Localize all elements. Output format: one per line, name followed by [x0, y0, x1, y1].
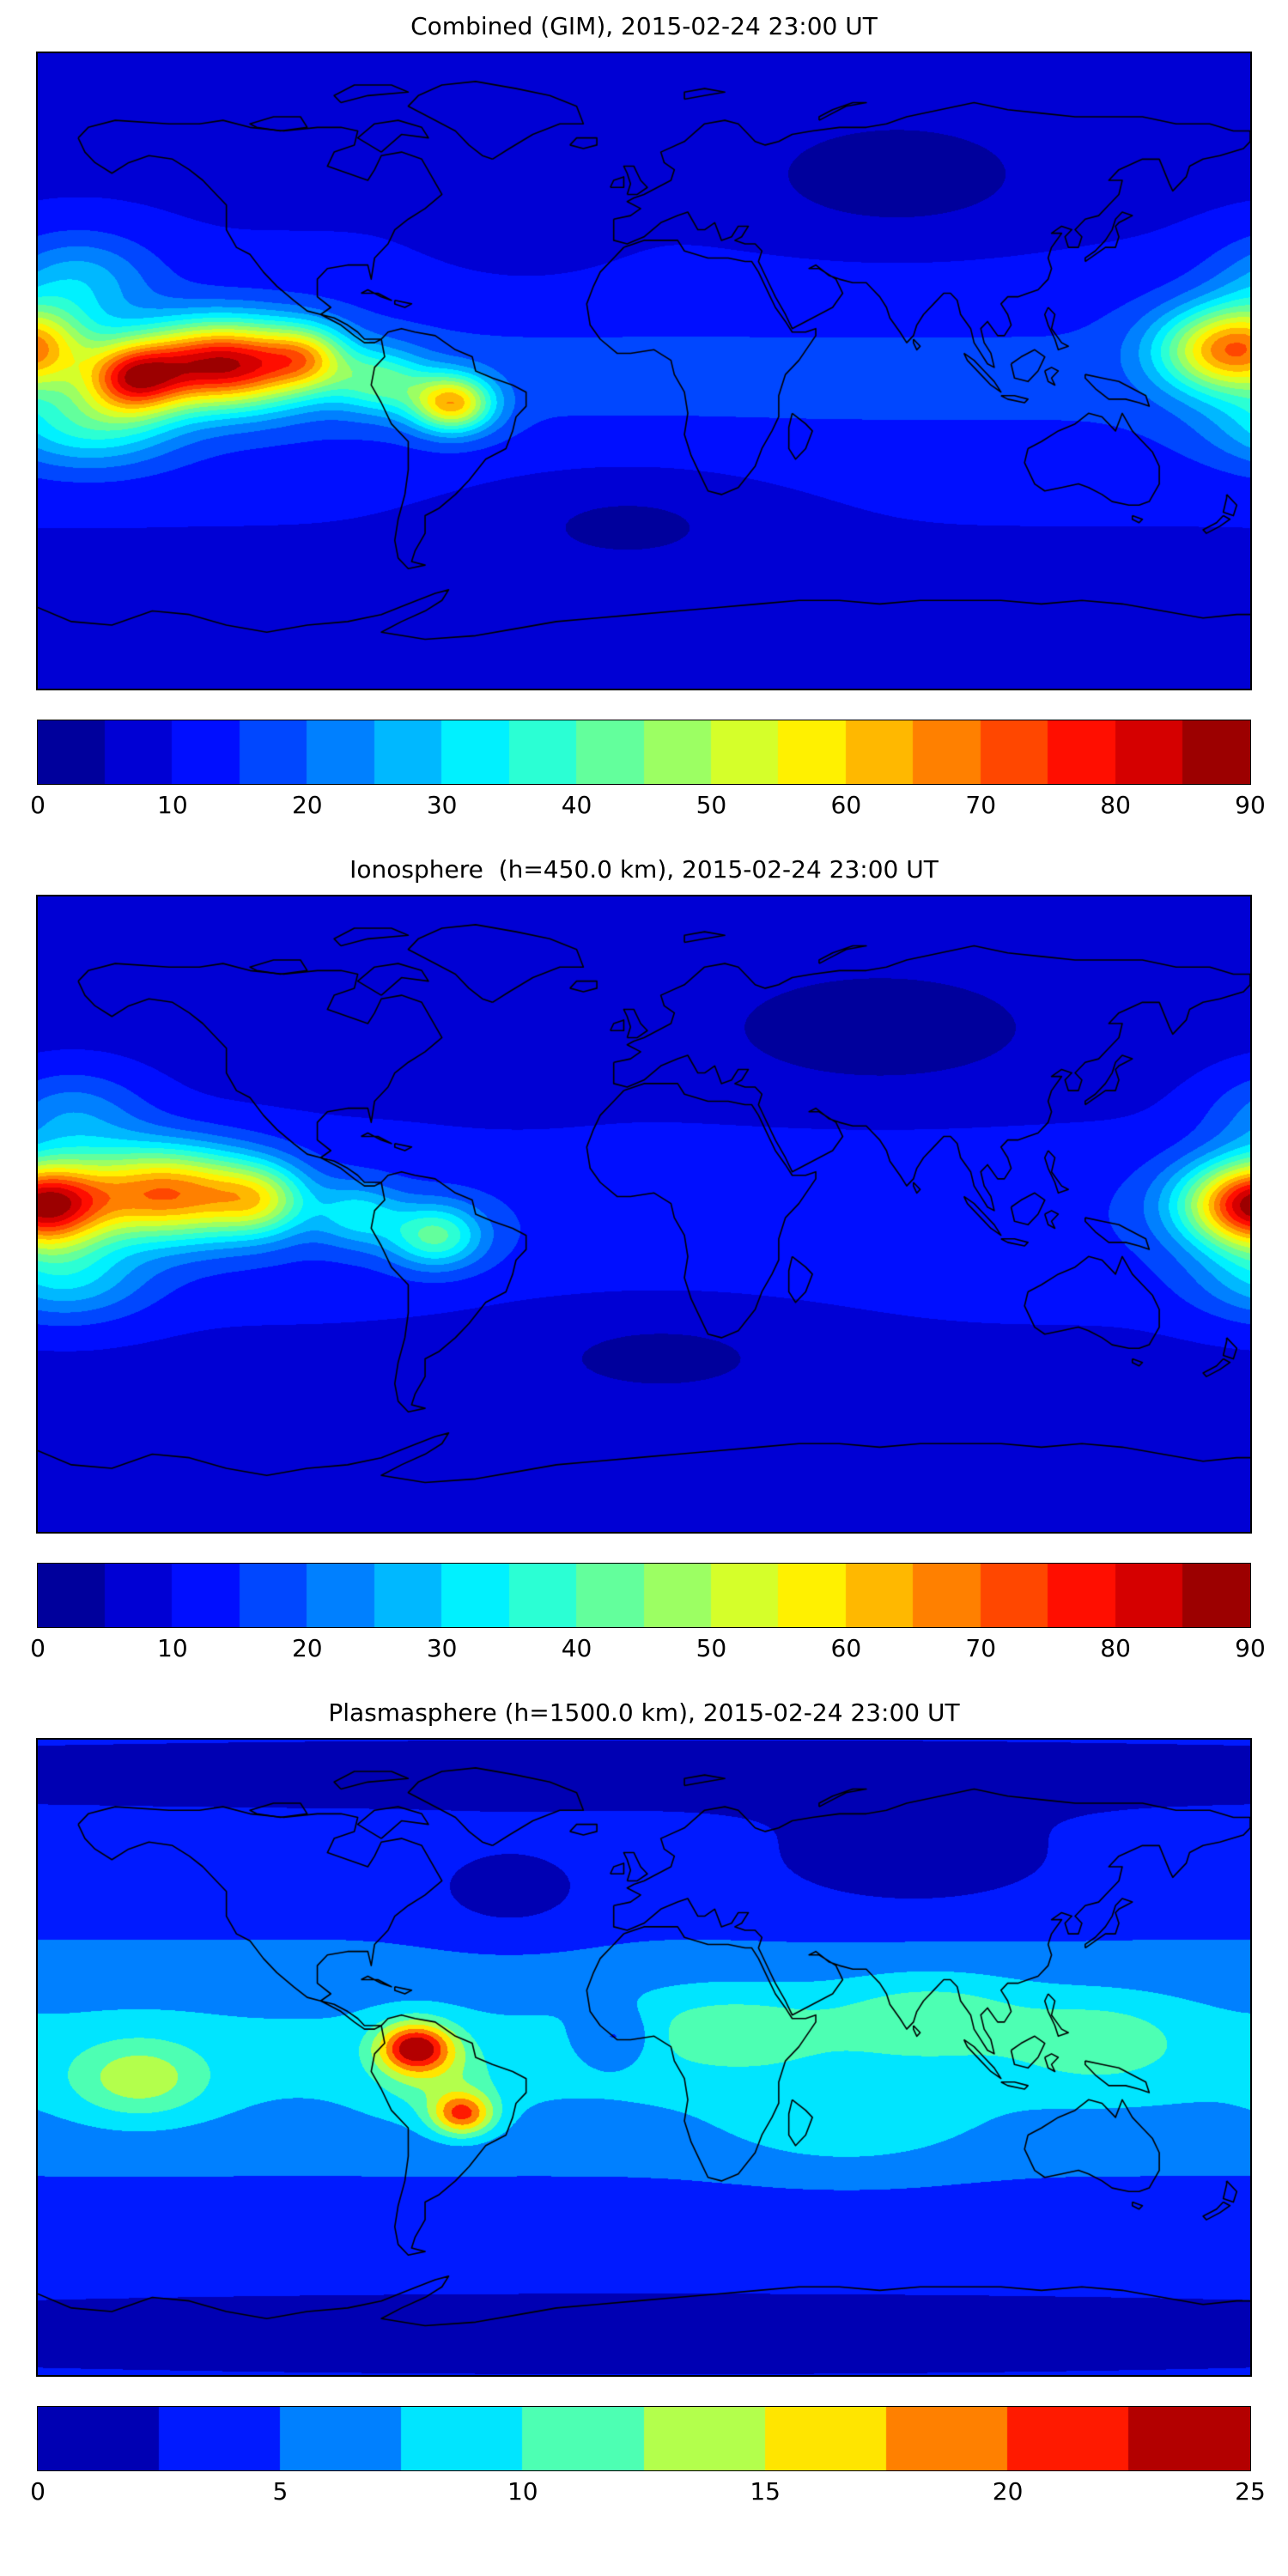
figure-root: Combined (GIM), 2015-02-24 23:00 UT 0 10 2…: [0, 12, 1288, 2511]
panel-combined: Combined (GIM), 2015-02-24 23:00 UT 0 10 2…: [0, 12, 1288, 824]
colorbar-tick-label: 10: [157, 1634, 188, 1662]
colorbar-tick-label: 10: [507, 2477, 538, 2506]
colorbar-tick-label: 30: [426, 1634, 458, 1662]
colorbar-tick-label: 60: [830, 791, 862, 819]
colorbar-tick-label: 80: [1100, 1634, 1131, 1662]
panel-title: Combined (GIM), 2015-02-24 23:00 UT: [410, 12, 878, 40]
panel-title: Plasmasphere (h=1500.0 km), 2015-02-24 2…: [328, 1698, 960, 1727]
colorbar-tick-label: 20: [291, 1634, 323, 1662]
colorbar-tick-label: 70: [965, 791, 997, 819]
colorbar-tick-label: 80: [1100, 791, 1131, 819]
colorbar-tick-label: 10: [157, 791, 188, 819]
colorbar-tick-label: 20: [992, 2477, 1024, 2506]
colorbar-tick-label: 25: [1235, 2477, 1266, 2506]
colorbar-canvas: [37, 2406, 1251, 2471]
colorbar-ticks: 0 10 20 30 40 50 60 70 80 90: [30, 790, 1266, 824]
colorbar-tick-label: 15: [750, 2477, 781, 2506]
panel-ionosphere: Ionosphere (h=450.0 km), 2015-02-24 23:0…: [0, 855, 1288, 1668]
colorbar-tick-label: 0: [30, 791, 46, 819]
colorbar-tick-label: 70: [965, 1634, 997, 1662]
colorbar-ticks: 0 10 20 30 40 50 60 70 80 90: [30, 1633, 1266, 1668]
colorbar-tick-label: 40: [561, 1634, 592, 1662]
colorbar-canvas: [37, 1563, 1251, 1628]
colorbar-tick-label: 40: [561, 791, 592, 819]
map-canvas: [36, 1738, 1252, 2377]
colorbar-tick-label: 5: [272, 2477, 289, 2506]
panel-title: Ionosphere (h=450.0 km), 2015-02-24 23:0…: [349, 855, 939, 884]
map-canvas: [36, 52, 1252, 690]
colorbar-canvas: [37, 720, 1251, 785]
map-canvas: [36, 895, 1252, 1534]
colorbar-tick-label: 60: [830, 1634, 862, 1662]
colorbar-ticks: 0 5 10 15 20 25: [30, 2476, 1266, 2511]
colorbar-tick-label: 20: [291, 791, 323, 819]
panel-plasmasphere: Plasmasphere (h=1500.0 km), 2015-02-24 2…: [0, 1698, 1288, 2511]
colorbar-tick-label: 0: [30, 1634, 46, 1662]
colorbar-tick-label: 50: [696, 1634, 727, 1662]
colorbar-tick-label: 0: [30, 2477, 46, 2506]
colorbar-tick-label: 90: [1235, 1634, 1266, 1662]
colorbar-tick-label: 90: [1235, 791, 1266, 819]
colorbar-tick-label: 50: [696, 791, 727, 819]
colorbar-tick-label: 30: [426, 791, 458, 819]
